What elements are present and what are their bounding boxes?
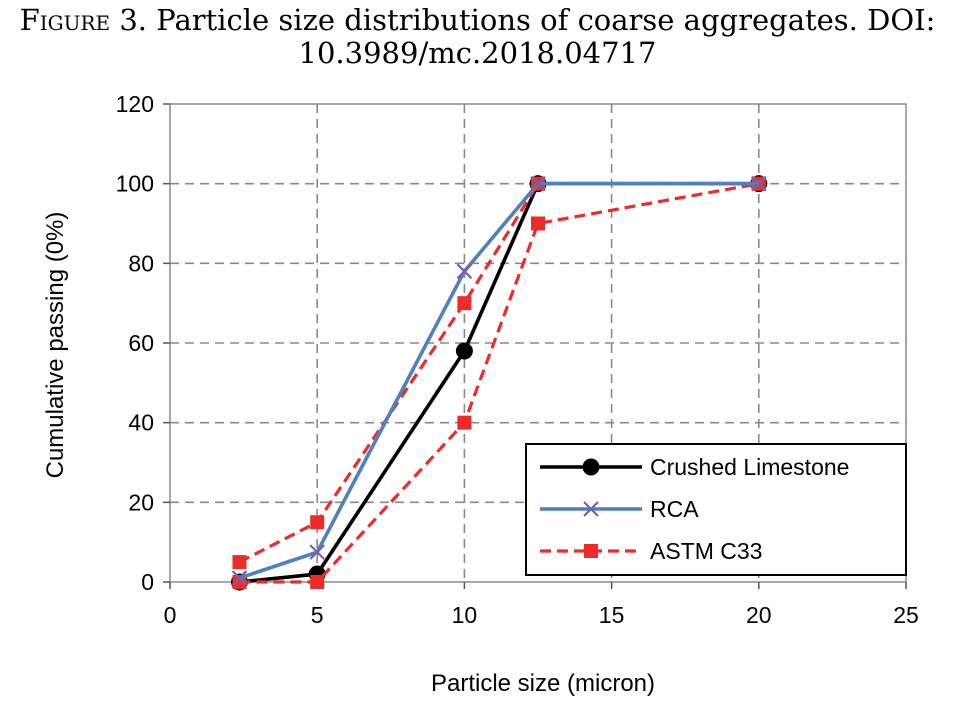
caption-line-2: 10.3989/mc.2018.04717 <box>298 36 657 70</box>
legend-entry: RCA <box>540 496 699 522</box>
y-tick-label: 60 <box>128 330 154 356</box>
data-point <box>456 263 473 280</box>
x-marker-stroke <box>309 544 325 560</box>
legend-label: Crushed Limestone <box>650 454 849 480</box>
y-tick-label: 40 <box>128 410 154 436</box>
x-marker-stroke <box>751 175 767 192</box>
x-tick-label: 20 <box>746 602 772 628</box>
legend-entry: Crushed Limestone <box>540 454 849 480</box>
legend: Crushed Limestone RCA ASTM C33 <box>525 443 907 576</box>
caption-line-1: Figure 3. Particle size distributions of… <box>0 4 955 37</box>
data-point <box>231 570 248 586</box>
y-tick-label: 20 <box>128 489 154 515</box>
data-point <box>455 342 473 360</box>
x-marker-stroke <box>456 263 473 280</box>
caption-text: 3. Particle size distributions of coarse… <box>110 3 936 37</box>
data-point <box>310 515 325 530</box>
x-marker-stroke <box>530 175 546 192</box>
data-point <box>457 415 472 430</box>
data-point <box>457 296 472 311</box>
figure-caption: Figure 3. Particle size distributions of… <box>0 4 955 70</box>
data-point <box>232 555 247 570</box>
x-tick-label: 0 <box>164 602 177 628</box>
x-tick-label: 10 <box>452 602 478 628</box>
data-point <box>751 175 767 192</box>
x-tick-label: 25 <box>893 602 919 628</box>
legend-marker <box>583 501 599 517</box>
legend-entry: ASTM C33 <box>540 538 762 564</box>
x-marker-stroke <box>231 570 248 586</box>
caption-prefix: Figure <box>19 3 111 37</box>
series-group <box>230 175 768 591</box>
legend-label: ASTM C33 <box>650 538 762 564</box>
legend-marker <box>584 544 598 558</box>
data-point <box>310 575 325 589</box>
data-point <box>309 544 325 560</box>
y-tick-label: 80 <box>128 250 154 276</box>
legend-label: RCA <box>650 496 699 522</box>
x-tick-label: 15 <box>599 602 625 628</box>
y-axis-title: Cumulative passing (0%) <box>42 212 69 479</box>
x-tick-label: 5 <box>311 602 324 628</box>
legend-marker <box>582 458 600 476</box>
y-tick-label: 120 <box>116 91 154 117</box>
y-tick-label: 0 <box>141 569 154 595</box>
data-point <box>530 175 546 192</box>
x-axis-title: Particle size (micron) <box>431 670 655 697</box>
data-point <box>531 216 545 231</box>
tick-labels: 0 20 40 60 80 100 120 0 5 10 15 20 25 <box>116 91 919 628</box>
x-marker-stroke <box>583 501 599 517</box>
series-1 <box>231 175 767 586</box>
y-tick-label: 100 <box>116 171 154 197</box>
